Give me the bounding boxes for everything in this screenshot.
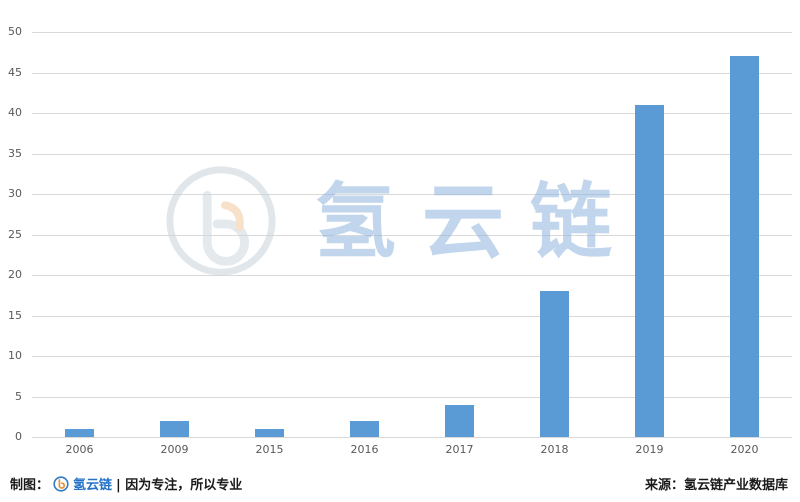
gridline xyxy=(32,234,792,236)
y-tick-label: 30 xyxy=(8,187,22,200)
bar-slot xyxy=(32,32,127,437)
x-tick-label: 2009 xyxy=(160,443,189,456)
x-tick-label: 2019 xyxy=(635,443,664,456)
gridline xyxy=(32,153,792,155)
footer-left-prefix: 制图： xyxy=(10,478,50,493)
bar-slot xyxy=(127,32,222,437)
y-tick-label: 20 xyxy=(8,268,22,281)
bar-2020 xyxy=(730,56,759,437)
bar-2016 xyxy=(350,420,379,437)
y-tick-label: 10 xyxy=(8,349,22,362)
gridline xyxy=(32,315,792,317)
footer-left: 制图： 氢云链 | 因为专注，所以专业 xyxy=(10,474,242,493)
bar-2018 xyxy=(540,291,569,437)
bar-slot xyxy=(602,32,697,437)
gridline xyxy=(32,437,792,438)
gridline xyxy=(32,32,792,33)
footer-brand: 氢云链 xyxy=(73,478,113,493)
gridline xyxy=(32,72,792,74)
footer: 制图： 氢云链 | 因为专注，所以专业 来源：氢云链产业数据库 xyxy=(10,474,788,493)
x-axis-labels: 2006 2009 2015 2016 2017 2018 2019 2020 xyxy=(32,443,792,456)
bar-slot xyxy=(412,32,507,437)
brand-logo-icon xyxy=(53,475,69,492)
x-tick-label: 2017 xyxy=(445,443,474,456)
bar-slot xyxy=(317,32,412,437)
x-tick-label: 2020 xyxy=(730,443,759,456)
gridline xyxy=(32,275,792,276)
gridlines xyxy=(32,32,792,438)
y-tick-label: 35 xyxy=(8,146,22,160)
y-tick-label: 45 xyxy=(8,65,22,79)
bar-slot xyxy=(697,32,792,437)
y-tick-label: 0 xyxy=(15,430,22,443)
bar-2019 xyxy=(635,104,664,437)
bar-2017 xyxy=(445,404,474,437)
gridline xyxy=(32,356,792,357)
y-tick-label: 40 xyxy=(8,106,22,119)
gridline xyxy=(32,396,792,398)
footer-source: 来源：氢云链产业数据库 xyxy=(644,478,788,493)
bar-slot xyxy=(507,32,602,437)
bar-2009 xyxy=(160,420,189,437)
x-tick-label: 2006 xyxy=(65,443,94,456)
y-tick-label: 25 xyxy=(8,227,22,241)
x-tick-label: 2018 xyxy=(540,443,569,456)
x-tick-label: 2015 xyxy=(255,443,284,456)
bar-slot xyxy=(222,32,317,437)
bar-2006 xyxy=(65,428,94,437)
bars xyxy=(32,32,792,437)
y-tick-label: 15 xyxy=(8,308,22,322)
gridline xyxy=(32,113,792,114)
x-tick-label: 2016 xyxy=(350,443,379,456)
y-axis-labels: 0 5 10 15 20 25 30 35 40 45 50 xyxy=(0,26,24,443)
footer-left-suffix: | 因为专注，所以专业 xyxy=(116,478,243,493)
y-tick-label: 5 xyxy=(15,389,22,403)
bar-2015 xyxy=(255,428,284,437)
plot-area xyxy=(32,32,792,438)
gridline xyxy=(32,194,792,195)
y-tick-label: 50 xyxy=(8,25,22,38)
